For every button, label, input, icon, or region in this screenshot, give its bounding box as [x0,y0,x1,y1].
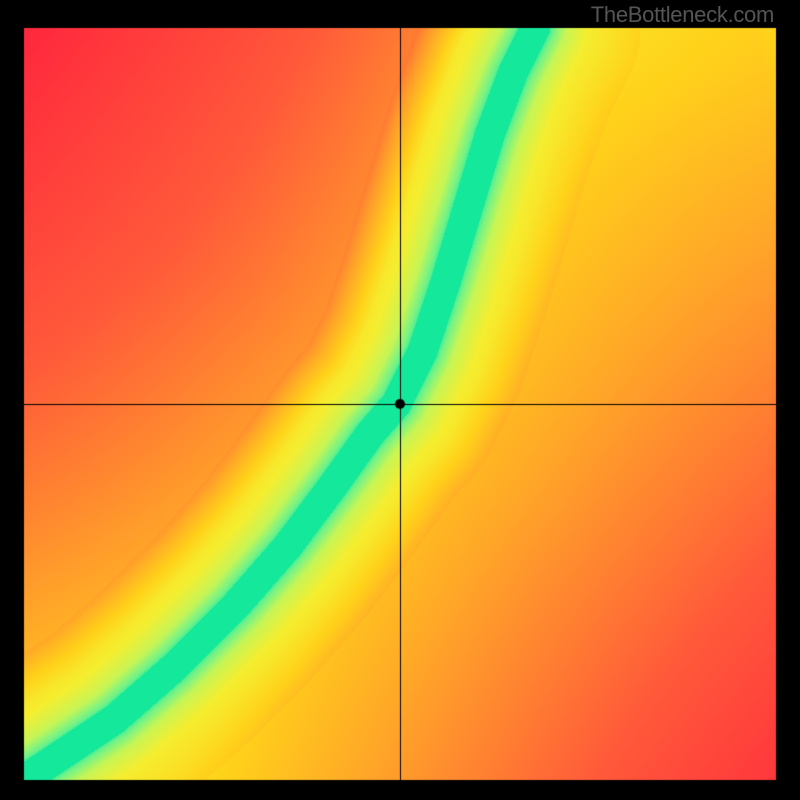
bottleneck-heatmap-canvas [0,0,800,800]
attribution-label: TheBottleneck.com [591,2,774,28]
figure-root: TheBottleneck.com [0,0,800,800]
